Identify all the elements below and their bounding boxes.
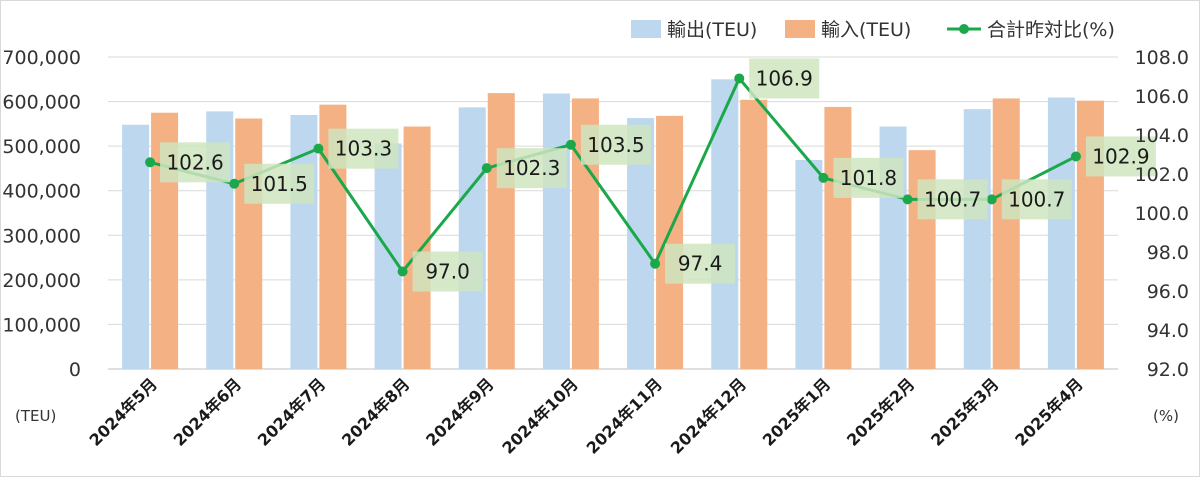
data-label: 103.5: [587, 133, 644, 157]
yoy-point: [818, 172, 829, 183]
x-axis-tick-label: 2024年5月: [85, 374, 160, 449]
yoy-point: [565, 139, 576, 150]
data-label: 101.5: [251, 172, 308, 196]
right-axis-tick-label: 94.0: [1147, 320, 1189, 342]
yoy-point: [313, 143, 324, 154]
data-label-box: [160, 142, 231, 183]
yoy-point: [229, 178, 240, 189]
right-axis-tick-label: 100.0: [1135, 203, 1189, 225]
legend-label: 合計昨対比(%): [987, 19, 1115, 41]
data-label-box: [580, 124, 651, 165]
left-axis-tick-label: 100,000: [2, 314, 81, 336]
left-axis: 0 100,000 200,000 300,000 400,000 500,000 600,…: [2, 47, 81, 381]
bar-export: [963, 109, 991, 370]
right-axis-tick-label: 98.0: [1147, 242, 1189, 264]
bar-import: [235, 118, 263, 369]
data-label-box: [749, 58, 820, 99]
x-axis-tick-label: 2025年3月: [927, 374, 1002, 449]
bar-import: [992, 98, 1020, 370]
yoy-point: [481, 163, 492, 174]
x-axis-tick-label: 2024年10月: [498, 374, 581, 457]
data-label-box: [665, 243, 736, 284]
x-axis-tick-label: 2025年1月: [759, 374, 834, 449]
data-label: 100.7: [1008, 187, 1065, 211]
data-label: 102.9: [1092, 144, 1149, 168]
left-axis-tick-label: 500,000: [2, 136, 81, 158]
bar-export: [542, 93, 570, 369]
data-label-box: [496, 148, 567, 189]
data-label: 97.0: [425, 260, 470, 284]
right-axis-tick-label: 108.0: [1135, 47, 1189, 69]
data-label: 102.6: [166, 150, 223, 174]
right-axis-tick-label: 106.0: [1135, 86, 1189, 108]
left-axis-tick-label: 0: [69, 359, 81, 381]
right-axis-tick-label: 102.0: [1135, 164, 1189, 186]
data-label: 103.3: [335, 137, 392, 161]
bar-export: [1047, 97, 1075, 369]
yoy-point: [145, 157, 156, 168]
data-label: 101.8: [840, 166, 897, 190]
legend-label: 輸出(TEU): [667, 19, 757, 41]
legend-label: 輸入(TEU): [821, 19, 911, 41]
x-axis-tick-label: 2024年6月: [170, 374, 245, 449]
data-label-box: [1085, 136, 1156, 177]
x-axis-tick-label: 2025年2月: [843, 374, 918, 449]
yoy-point: [1070, 151, 1081, 162]
bar-import: [824, 106, 852, 370]
yoy-point: [397, 266, 408, 277]
data-label-box: [412, 251, 483, 292]
left-axis-tick-label: 300,000: [2, 225, 81, 247]
bar-export: [122, 124, 150, 370]
left-axis-unit-label: (TEU): [15, 407, 56, 425]
yoy-point: [650, 258, 661, 269]
data-label-box: [328, 128, 399, 169]
yoy-point: [902, 194, 913, 205]
x-axis-tick-label: 2025年4月: [1011, 374, 1086, 449]
left-axis-tick-label: 700,000: [2, 47, 81, 69]
bar-series: [122, 79, 1104, 370]
data-label: 106.9: [756, 66, 813, 90]
data-label-box: [1001, 179, 1072, 220]
data-label: 102.3: [503, 156, 560, 180]
data-label-box: [917, 179, 988, 220]
yoy-point: [734, 73, 745, 84]
bar-export: [458, 107, 486, 369]
bar-import: [403, 126, 431, 369]
data-labels: 102.6 101.5 103.3 97.0 102.3 103.5 97.4 106.9 10…: [160, 58, 1156, 292]
data-label: 100.7: [924, 187, 981, 211]
x-axis-tick-label: 2024年9月: [422, 374, 497, 449]
bar-import: [656, 115, 684, 369]
right-axis-tick-label: 96.0: [1147, 281, 1189, 303]
data-label-box: [833, 157, 904, 198]
left-axis-tick-label: 200,000: [2, 270, 81, 292]
legend-swatch: [785, 20, 815, 38]
bar-export: [711, 79, 739, 370]
right-axis-unit-label: (%): [1153, 407, 1179, 425]
bar-export: [374, 143, 402, 369]
bar-import: [487, 93, 515, 370]
x-axis-tick-label: 2024年11月: [583, 374, 666, 457]
x-axis-tick-label: 2024年8月: [338, 374, 413, 449]
data-label-box: [244, 163, 315, 204]
left-axis-tick-label: 600,000: [2, 92, 81, 114]
right-axis: 92.0 94.0 96.0 98.0 100.0 102.0 104.0 106.0 108.…: [1135, 47, 1189, 381]
bar-export: [795, 159, 823, 369]
data-label: 97.4: [678, 252, 723, 276]
x-axis-tick-label: 2024年7月: [254, 374, 329, 449]
right-axis-tick-label: 104.0: [1135, 125, 1189, 147]
x-axis-tick-label: 2024年12月: [667, 374, 750, 457]
left-axis-tick-label: 400,000: [2, 181, 81, 203]
right-axis-tick-label: 92.0: [1147, 359, 1189, 381]
legend: 輸出(TEU) 輸入(TEU) 合計昨対比(%): [631, 19, 1115, 41]
legend-marker: [959, 24, 969, 34]
yoy-point: [986, 194, 997, 205]
bar-export: [290, 114, 318, 369]
x-axis: 2024年5月 2024年6月 2024年7月 2024年8月 2024年9月 2024年…: [85, 374, 1086, 457]
bar-import: [740, 99, 768, 369]
legend-swatch: [631, 20, 661, 38]
